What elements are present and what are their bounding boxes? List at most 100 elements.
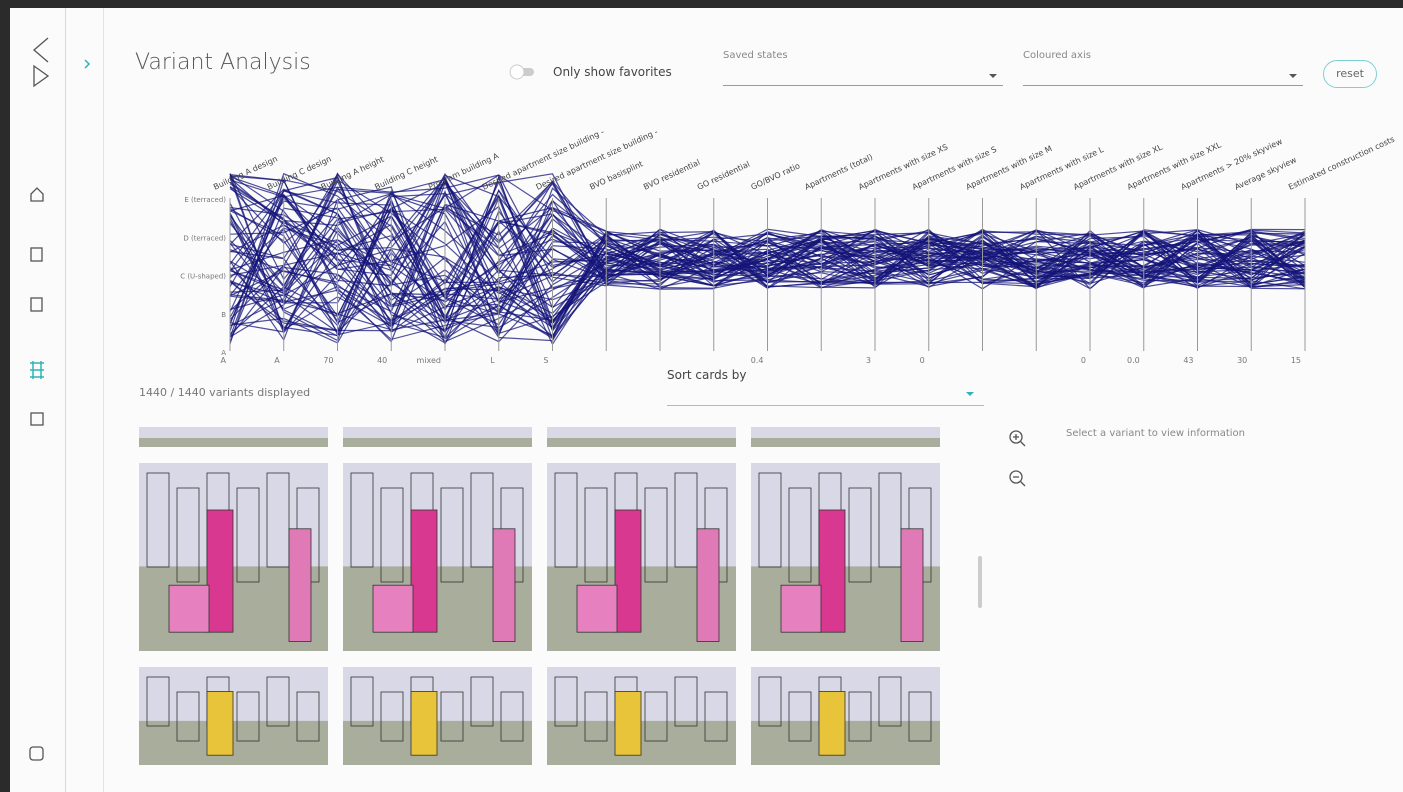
variant-card[interactable] — [343, 667, 532, 765]
variant-card[interactable] — [139, 667, 328, 765]
building-frame — [296, 691, 320, 742]
variant-card[interactable] — [751, 667, 940, 765]
axis-bottom-label: 40 — [377, 356, 387, 365]
axis-bottom-label: 3 — [866, 356, 871, 365]
left-axis-label: B — [221, 311, 226, 319]
variant-card[interactable] — [751, 463, 940, 651]
axis-label: Apartments with size XL — [1072, 142, 1164, 191]
page-title: Variant Analysis — [135, 50, 311, 75]
variant-card[interactable] — [547, 667, 736, 765]
building-frame — [788, 691, 812, 742]
ground — [547, 438, 736, 447]
sort-select[interactable] — [667, 404, 984, 406]
building-frame — [380, 487, 404, 583]
axis-label: Apartments > 20% skyview — [1180, 137, 1285, 192]
logout-icon[interactable] — [29, 746, 44, 761]
left-axis-label: D (terraced) — [183, 234, 226, 242]
building-frame — [788, 487, 812, 583]
axis-bottom-label: 0.4 — [751, 356, 764, 365]
tower — [410, 691, 438, 756]
coloured-axis-label: Coloured axis — [1023, 50, 1091, 61]
logo — [33, 37, 49, 63]
toggle-label: Only show favorites — [553, 65, 672, 79]
compare-icon[interactable] — [30, 412, 44, 426]
tower — [696, 528, 720, 643]
divider — [103, 8, 104, 792]
left-axis-label: E (terraced) — [184, 196, 226, 204]
building-frame — [470, 472, 494, 568]
tower — [288, 528, 312, 643]
building-frame — [236, 691, 260, 742]
variant-card[interactable] — [343, 463, 532, 651]
podium — [372, 584, 414, 633]
building-frame — [758, 676, 782, 727]
left-axis-label: C (U-shaped) — [180, 273, 226, 281]
tower — [614, 691, 642, 756]
axis-bottom-label: 0.0 — [1127, 356, 1140, 365]
axis-label: Estimated construction costs — [1287, 135, 1396, 192]
building-frame — [380, 691, 404, 742]
building-frame — [266, 676, 290, 727]
variant-card[interactable] — [343, 427, 532, 447]
reset-button[interactable]: reset — [1323, 60, 1377, 88]
scrollbar — [978, 556, 982, 608]
building-frame — [146, 676, 170, 727]
variant-card[interactable] — [547, 427, 736, 447]
ground — [547, 720, 736, 765]
building-frame — [584, 691, 608, 742]
saved-states-select[interactable] — [723, 84, 1003, 86]
saved-states-label: Saved states — [723, 50, 788, 61]
axis-label: Apartments with size M — [965, 144, 1054, 192]
sort-arrow — [966, 392, 974, 396]
building-frame — [644, 691, 668, 742]
axis-label: GO/BVO ratio — [750, 161, 802, 192]
tower — [492, 528, 516, 643]
ground — [139, 720, 328, 765]
coloured-axis-select[interactable] — [1023, 84, 1303, 86]
tower — [410, 509, 438, 633]
axis-label: Apartments with size XXL — [1126, 140, 1223, 192]
variant-card[interactable] — [751, 427, 940, 447]
axis-bottom-label: 43 — [1183, 356, 1193, 365]
info-text: Select a variant to view information — [1066, 428, 1245, 439]
variant-card[interactable] — [139, 463, 328, 651]
axis-bottom-label: 15 — [1291, 356, 1301, 365]
building-frame — [908, 691, 932, 742]
building-frame — [674, 676, 698, 727]
dropdown-arrows — [989, 74, 1297, 78]
ground — [751, 720, 940, 765]
building-frame — [758, 472, 782, 568]
axis-label: Apartments with size XS — [857, 142, 949, 191]
building-frame — [440, 691, 464, 742]
sidebar-icons — [29, 37, 50, 761]
building-frame — [848, 691, 872, 742]
home-icon[interactable] — [30, 187, 44, 202]
axis-bottom-label: 70 — [323, 356, 333, 365]
expand-toggle[interactable] — [82, 58, 92, 70]
podium — [168, 584, 210, 633]
tower — [206, 509, 234, 633]
buildings-icon[interactable] — [30, 247, 43, 262]
podium — [576, 584, 618, 633]
tower — [206, 691, 234, 756]
variant-card[interactable] — [139, 427, 328, 447]
axis-bottom-label: A — [221, 356, 227, 365]
building-settings-icon[interactable] — [30, 297, 43, 312]
building-frame — [146, 472, 170, 568]
building-frame — [350, 472, 374, 568]
building-frame — [704, 691, 728, 742]
sort-label: Sort cards by — [667, 368, 747, 382]
building-frame — [554, 676, 578, 727]
tower — [818, 509, 846, 633]
axis-bottom-label: L — [490, 356, 495, 365]
building-frame — [644, 487, 668, 583]
tower — [614, 509, 642, 633]
ground — [139, 438, 328, 447]
logo — [33, 64, 50, 88]
variant-card[interactable] — [547, 463, 736, 651]
favorites-toggle[interactable] — [508, 64, 538, 80]
building-frame — [350, 676, 374, 727]
variant-cards — [139, 427, 940, 765]
building-frame — [176, 691, 200, 742]
app: Variant Analysis Only show favorites Sav… — [10, 8, 1403, 792]
